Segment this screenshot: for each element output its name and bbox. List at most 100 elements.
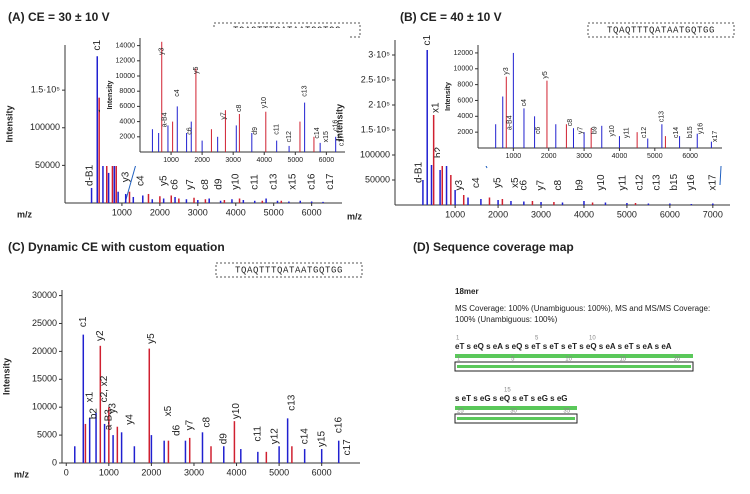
peak-label: y7: [577, 127, 584, 135]
peak-label: x15: [287, 173, 298, 190]
peak-label: y10: [230, 173, 241, 190]
coverage-track: [454, 413, 578, 424]
x-tick-label: 3000: [225, 157, 241, 164]
peak-label: b15: [669, 173, 680, 190]
x-tick-label: 6000: [319, 157, 335, 164]
y-axis-label: Intensity: [445, 82, 452, 111]
x-tick-label: 5000: [647, 153, 663, 160]
x-tick-label: 1000: [99, 467, 119, 477]
sequence-row: s eT s eG s eQ s eT s eG s eG: [455, 394, 568, 403]
x-tick-label: 3000: [531, 209, 551, 219]
panel-title: (C) Dynamic CE with custom equation: [8, 240, 225, 254]
peak-label: y16: [698, 123, 705, 134]
ruler-label: 25: [457, 409, 464, 415]
ruler-label: 30: [510, 409, 517, 415]
y-axis-label: Intensity: [334, 104, 344, 141]
peak-label: y7: [185, 179, 196, 190]
peak-label: b9: [592, 126, 599, 134]
peak-label: y12: [269, 428, 280, 445]
x-tick-label: 4000: [574, 209, 594, 219]
peak-label: x5: [510, 177, 521, 188]
peak-label: y4: [125, 414, 136, 425]
y-tick-label: 4000: [457, 113, 473, 120]
x-axis-label: m/z: [14, 469, 30, 479]
peak-label: a-B3: [103, 409, 114, 431]
peak-label: c8: [200, 179, 211, 190]
peak-label: c13: [659, 111, 666, 122]
panel-title: (A) CE = 30 ± 10 V: [8, 10, 110, 24]
y-tick-label: 0: [52, 457, 57, 467]
y-tick-label: 12000: [454, 50, 474, 57]
x-tick-label: 4000: [612, 153, 628, 160]
y-tick-label: 3·10⁵: [368, 49, 390, 59]
y-tick-label: 2·10⁵: [368, 99, 390, 109]
x-tick-label: 6000: [682, 153, 698, 160]
x-tick-label: 1000: [445, 209, 465, 219]
panel-title: (D) Sequence coverage map: [413, 240, 574, 254]
y-tick-label: 25000: [32, 318, 57, 328]
peak-label: y10: [261, 97, 268, 108]
coverage-bar: [457, 365, 691, 368]
y-tick-label: 50000: [35, 160, 60, 170]
peak-label: y3: [454, 180, 465, 191]
ruler-label: 10: [565, 357, 572, 363]
peak-label: c17: [339, 135, 346, 146]
y-tick-label: 15000: [32, 374, 57, 384]
sequence: TQAQTTTQATAATGQTGG: [235, 265, 343, 275]
peak-label: c11: [252, 426, 263, 442]
coverage-bar: [457, 417, 575, 420]
ruler-label: 10: [589, 336, 596, 342]
peak-label: c4: [136, 175, 147, 186]
peak-label: d-B1: [84, 164, 95, 186]
y-tick-label: 4000: [119, 118, 135, 125]
sequence-box: [587, 22, 735, 38]
spectrum-chart: 2000 4000 6000 8000 10000 12000 1000 2000 3000 40…: [440, 38, 730, 166]
y-axis-label: Intensity: [1, 358, 11, 395]
peak-label: c8: [567, 119, 574, 127]
peak-label: a-B4: [507, 115, 514, 130]
peak-label: y7: [536, 180, 547, 191]
peak-label: b2: [89, 408, 100, 420]
peak-label: b9: [574, 179, 585, 191]
x-axis-label: m/z: [347, 211, 363, 221]
peak-label: a-B4: [162, 112, 169, 127]
ruler-label: 5: [535, 336, 539, 342]
peak-label: y11: [623, 127, 630, 138]
ruler-label: 35: [563, 409, 570, 415]
peak-label: y5: [542, 71, 549, 79]
ruler-label: 5: [511, 357, 515, 363]
x-tick-label: 2000: [541, 153, 557, 160]
x-tick-label: 4000: [226, 207, 246, 217]
x-tick-label: 1000: [112, 207, 132, 217]
x-tick-label: 6000: [312, 467, 332, 477]
peak-label: c11: [274, 124, 281, 135]
x-axis-label: m/z: [17, 209, 33, 219]
sequence-box: [215, 262, 363, 278]
x-tick-label: 3000: [184, 467, 204, 477]
peak-label: x17: [707, 174, 718, 191]
peak-label: d6: [172, 424, 183, 436]
ruler-label: 15: [619, 357, 626, 363]
x-tick-label: 6000: [660, 209, 680, 219]
peak-label: y10: [609, 125, 616, 136]
peak-label: y3: [108, 403, 119, 414]
x-tick-label: 2000: [150, 207, 170, 217]
coverage-track: [454, 361, 694, 372]
peak-label: x15: [323, 131, 330, 142]
x-tick-label: 7000: [703, 209, 723, 219]
y-tick-label: 10000: [116, 73, 136, 80]
peak-label: c13: [301, 85, 308, 96]
spectrum-chart: 2000 4000 6000 8000 10000 12000 14000 1000 2000 3…: [100, 28, 350, 166]
x-tick-label: 5000: [264, 207, 284, 217]
peak-label: y5: [158, 175, 169, 186]
peak-label: d-B1: [413, 161, 424, 183]
peak-label: y7: [221, 112, 228, 120]
x-tick-label: 6000: [302, 207, 322, 217]
x-tick-label: 1000: [506, 153, 522, 160]
peak-label: y3: [120, 171, 131, 182]
x-tick-label: 5000: [269, 467, 289, 477]
peak-label: y10: [231, 403, 242, 420]
peak-label: x5: [163, 405, 174, 416]
peak-label: c4: [521, 99, 528, 107]
coverage-map: (D) Sequence coverage map 18mer MS Cover…: [413, 240, 710, 424]
